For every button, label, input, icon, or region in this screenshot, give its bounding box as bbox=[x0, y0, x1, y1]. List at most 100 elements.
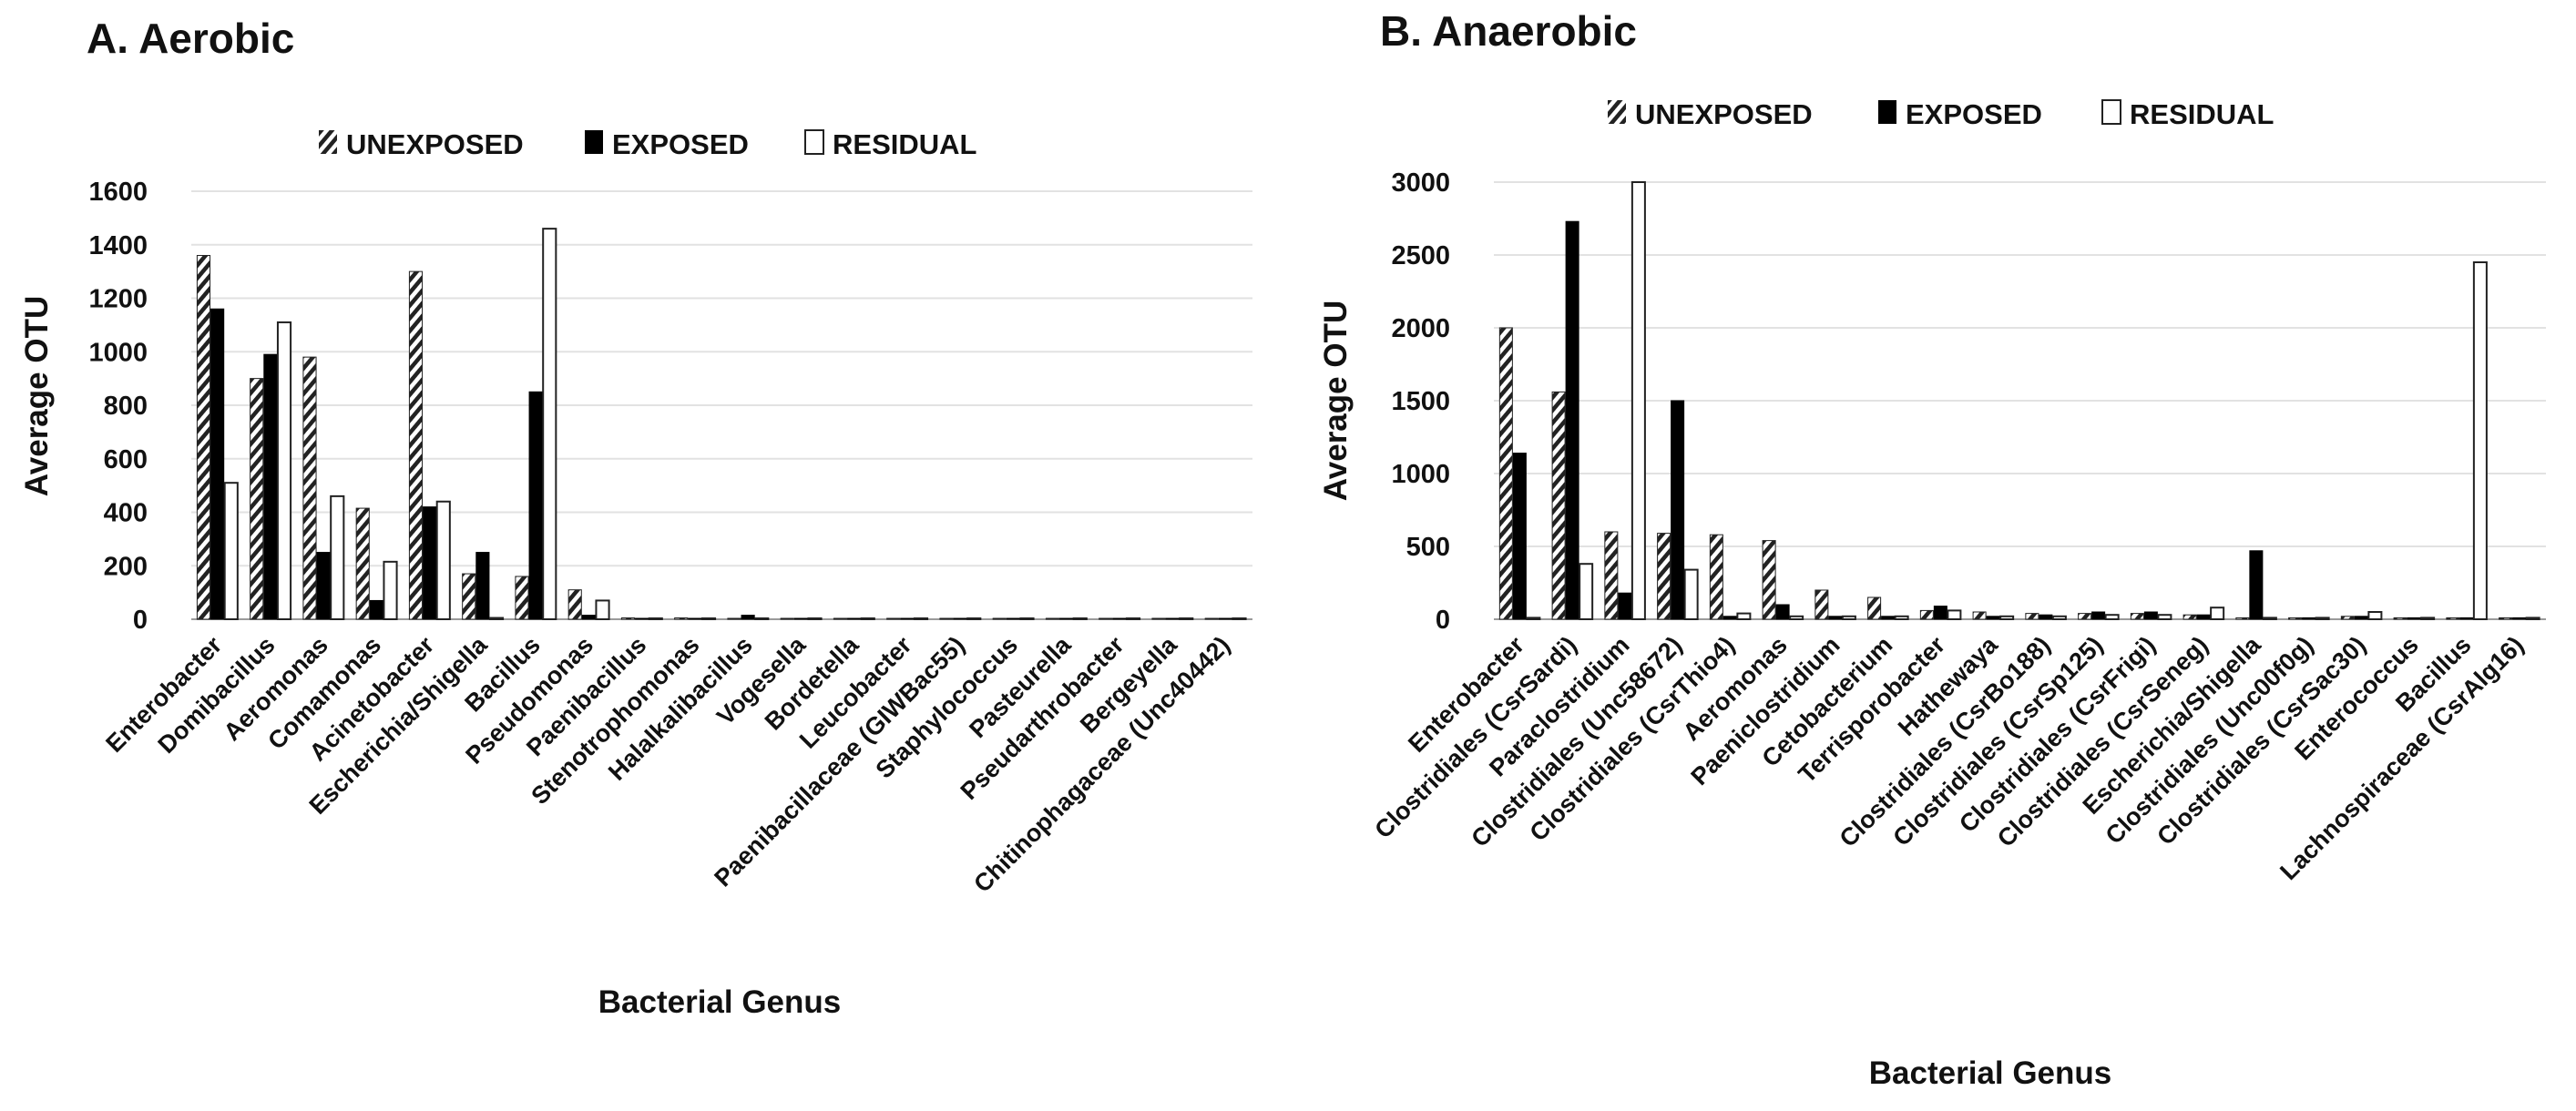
chart-aerobic-title: A. Aerobic bbox=[87, 15, 294, 62]
bar-unexposed bbox=[886, 617, 901, 620]
bar-unexposed bbox=[674, 617, 689, 620]
bar-exposed bbox=[1165, 617, 1180, 620]
bar-residual bbox=[1999, 615, 2015, 620]
y-tick-label: 800 bbox=[104, 392, 148, 421]
bar-unexposed bbox=[462, 573, 476, 620]
bar-unexposed bbox=[408, 270, 424, 620]
bar-unexposed bbox=[2130, 613, 2144, 620]
bar-residual bbox=[488, 617, 505, 620]
bar-exposed bbox=[2354, 616, 2368, 620]
bar-residual bbox=[223, 482, 239, 620]
y-tick-label: 3000 bbox=[1391, 168, 1450, 198]
bar-exposed bbox=[2143, 611, 2158, 620]
bar-residual bbox=[1947, 609, 1962, 621]
y-tick-label: 0 bbox=[133, 606, 148, 635]
bar-unexposed bbox=[939, 617, 954, 620]
bar-exposed bbox=[369, 599, 383, 620]
bar-exposed bbox=[1565, 220, 1579, 620]
y-tick-label: 2500 bbox=[1391, 241, 1450, 270]
bar-residual bbox=[2472, 261, 2488, 620]
bar-unexposed bbox=[992, 617, 1007, 620]
legend-label-residual: RESIDUAL bbox=[833, 128, 976, 160]
bar-residual bbox=[2157, 614, 2172, 621]
y-tick-label: 1200 bbox=[88, 285, 148, 314]
bar-residual bbox=[435, 500, 451, 620]
chart-aerobic-y-axis-label: Average OTU bbox=[19, 296, 55, 496]
bar-unexposed bbox=[2446, 617, 2460, 620]
bar-residual bbox=[595, 599, 610, 620]
bar-unexposed bbox=[1814, 589, 1829, 620]
legend-label-exposed: EXPOSED bbox=[612, 128, 749, 160]
bar-unexposed bbox=[1045, 617, 1060, 620]
bar-residual bbox=[1894, 615, 1909, 620]
bar-residual bbox=[383, 560, 398, 620]
bar-residual bbox=[2315, 617, 2330, 621]
chart-anaerobic-gridlines bbox=[1494, 181, 2546, 620]
bar-exposed bbox=[1881, 616, 1896, 620]
bar-exposed bbox=[1112, 617, 1127, 620]
bar-exposed bbox=[1986, 616, 2000, 620]
bar-residual bbox=[1232, 617, 1247, 620]
bar-residual bbox=[807, 617, 823, 620]
bar-unexposed bbox=[2078, 613, 2092, 620]
bar-residual bbox=[330, 494, 345, 620]
bar-unexposed bbox=[727, 617, 741, 620]
bar-exposed bbox=[1671, 400, 1685, 620]
legend-label-unexposed: UNEXPOSED bbox=[1635, 98, 1813, 130]
y-tick-label: 0 bbox=[1436, 606, 1450, 635]
bar-exposed bbox=[2512, 617, 2527, 620]
bar-unexposed bbox=[1604, 531, 1619, 620]
bar-exposed bbox=[263, 353, 278, 620]
legend-label-residual: RESIDUAL bbox=[2130, 98, 2274, 130]
bar-residual bbox=[1019, 617, 1035, 620]
bar-unexposed bbox=[1972, 611, 1987, 620]
bar-unexposed bbox=[567, 589, 582, 620]
bar-residual bbox=[1789, 615, 1804, 620]
bar-exposed bbox=[1775, 604, 1790, 620]
bar-residual bbox=[1072, 617, 1088, 620]
chart-anaerobic-y-axis-label: Average OTU bbox=[1318, 301, 1354, 501]
bar-residual bbox=[2104, 614, 2120, 621]
chart-aerobic-bars bbox=[196, 228, 1247, 620]
bar-exposed bbox=[2459, 617, 2474, 620]
bar-residual bbox=[2367, 611, 2383, 620]
bar-unexposed bbox=[196, 255, 211, 620]
bar-exposed bbox=[1722, 616, 1737, 620]
bar-unexposed bbox=[1762, 540, 1776, 620]
bar-unexposed bbox=[250, 378, 264, 620]
bar-residual bbox=[2525, 617, 2540, 621]
bar-exposed bbox=[1828, 616, 1843, 620]
chart-aerobic-gridlines bbox=[191, 190, 1252, 620]
bar-unexposed bbox=[2393, 617, 2407, 620]
bar-unexposed bbox=[2182, 614, 2197, 620]
y-tick-label: 1400 bbox=[88, 231, 148, 260]
y-tick-label: 1500 bbox=[1391, 387, 1450, 416]
bar-unexposed bbox=[620, 617, 636, 620]
bar-residual bbox=[1125, 617, 1141, 620]
bar-residual bbox=[1841, 615, 1856, 620]
bar-residual bbox=[1683, 568, 1699, 620]
bar-exposed bbox=[2091, 611, 2106, 620]
y-tick-label: 1600 bbox=[88, 178, 148, 207]
y-tick-label: 1000 bbox=[1391, 460, 1450, 489]
bar-residual bbox=[2210, 606, 2225, 621]
bar-exposed bbox=[210, 308, 225, 620]
bar-residual bbox=[2262, 617, 2277, 621]
legend-label-exposed: EXPOSED bbox=[1906, 98, 2042, 130]
chart-anaerobic: B. Anaerobic UNEXPOSED EXPOSED RESIDUAL … bbox=[1318, 7, 2546, 1091]
bar-residual bbox=[2051, 615, 2067, 620]
chart-aerobic: A. Aerobic UNEXPOSED EXPOSED RESIDUAL 0 2… bbox=[19, 15, 1252, 1020]
bar-residual bbox=[966, 617, 982, 620]
bar-exposed bbox=[581, 615, 596, 620]
bar-unexposed bbox=[1498, 327, 1513, 620]
bar-unexposed bbox=[2340, 616, 2355, 620]
chart-aerobic-y-ticks: 0 200 400 600 800 1000 1200 1400 1600 bbox=[88, 178, 148, 635]
legend-swatch-exposed bbox=[1878, 100, 1896, 124]
bar-exposed bbox=[528, 391, 543, 620]
legend-swatch-unexposed bbox=[319, 130, 337, 154]
bar-exposed bbox=[688, 617, 702, 620]
y-tick-label: 500 bbox=[1406, 533, 1450, 562]
bar-unexposed bbox=[1551, 391, 1566, 620]
bar-residual bbox=[1579, 563, 1594, 621]
legend-swatch-residual bbox=[2101, 99, 2121, 125]
